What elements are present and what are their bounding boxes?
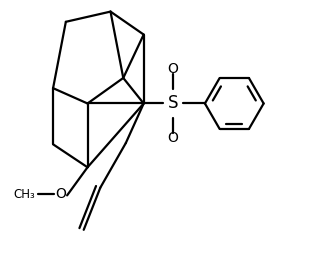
Text: CH₃: CH₃ [13, 188, 35, 200]
Text: O: O [168, 131, 178, 145]
Text: O: O [168, 62, 178, 76]
Text: S: S [168, 94, 178, 112]
Text: O: O [55, 187, 66, 201]
